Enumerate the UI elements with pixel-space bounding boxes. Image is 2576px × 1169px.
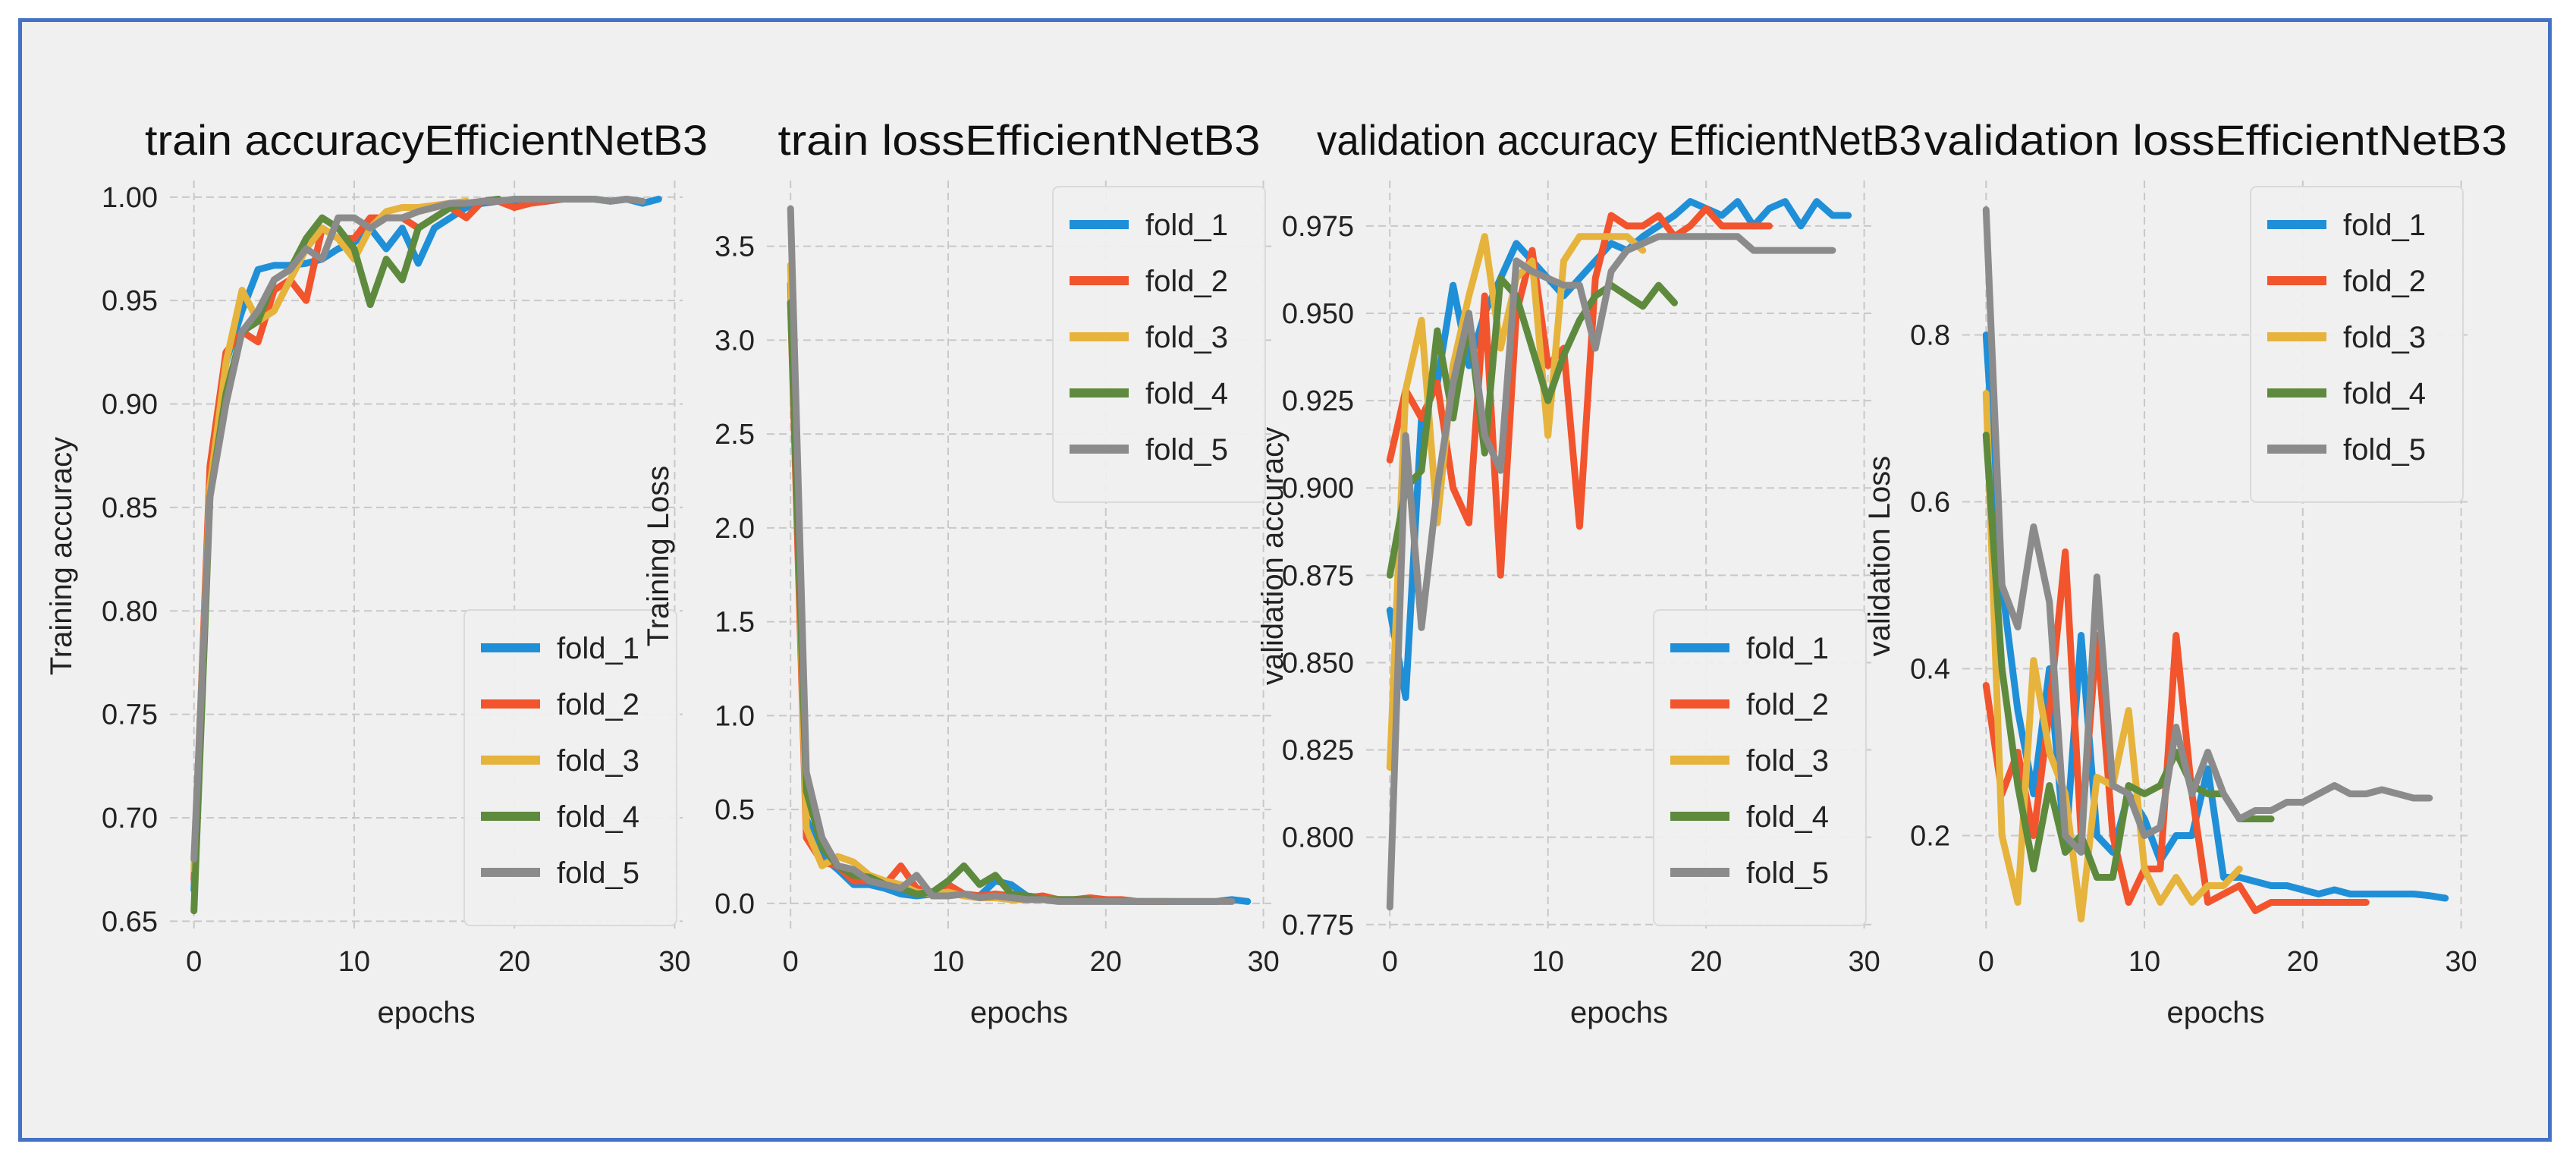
y-tick-label: 0.85: [102, 492, 158, 524]
x-tick-label: 10: [338, 946, 370, 978]
y-tick-label: 0.90: [102, 389, 158, 421]
y-axis-label: Training accuracy: [45, 437, 78, 675]
legend-entry: fold_1: [557, 632, 639, 665]
legend-entry: fold_4: [2343, 377, 2426, 410]
legend-entry: fold_3: [2343, 321, 2426, 354]
y-tick-label: 0.70: [102, 803, 158, 834]
legend: fold_1 fold_2 fold_3 fold_4 fold_5: [1653, 609, 1867, 926]
x-axis-label: epochs: [378, 996, 476, 1029]
y-tick-label: 0.2: [1910, 821, 1950, 853]
x-tick-label: 20: [2287, 946, 2319, 978]
y-tick-label: 0.900: [1282, 473, 1354, 504]
x-tick-label: 20: [1090, 946, 1122, 978]
y-tick-label: 0.950: [1282, 298, 1354, 330]
x-tick-label: 20: [1690, 946, 1722, 978]
legend-entry: fold_2: [1145, 265, 1228, 298]
x-tick-label: 30: [658, 946, 690, 978]
y-tick-label: 2.0: [715, 513, 755, 545]
y-tick-label: 0.5: [715, 794, 755, 826]
x-tick-label: 20: [498, 946, 530, 978]
y-axis-label: Training Loss: [642, 466, 675, 647]
x-tick-label: 0: [186, 946, 202, 978]
legend: fold_1 fold_2 fold_3 fold_4 fold_5: [1052, 186, 1266, 503]
series-line-fold-5: [190, 196, 646, 863]
series-line-fold-3: [787, 261, 1062, 903]
x-axis-label: epochs: [2167, 996, 2265, 1029]
legend-entry: fold_2: [557, 688, 639, 721]
legend-entry: fold_5: [1145, 433, 1228, 467]
chart-panel-1: 0 10 20 30 0.65 0.70 0.75 0.80 0.85 0.90 0.95 1.00 t…: [45, 116, 708, 1029]
legend-entry: fold_5: [557, 856, 639, 890]
series-line-fold-2: [1386, 205, 1773, 579]
y-tick-label: 0.925: [1282, 385, 1354, 417]
series-line-fold-2: [1982, 548, 2370, 914]
y-tick-label: 3.0: [715, 325, 755, 357]
legend-entry: fold_3: [1746, 744, 1829, 778]
chart-title: train accuracyEfficientNetB3: [145, 116, 708, 164]
legend-entry: fold_3: [1145, 321, 1228, 354]
legend-entry: fold_5: [1746, 856, 1829, 890]
chart-title: validation accuracy EfficientNetB3: [1317, 116, 1921, 164]
legend-entry: fold_1: [1145, 209, 1228, 242]
legend-entry: fold_5: [2343, 433, 2426, 467]
y-axis-label: validation accuracy: [1256, 427, 1290, 685]
legend-box: [1052, 186, 1266, 503]
legend-entry: fold_1: [1746, 632, 1829, 665]
legend-entry: fold_4: [557, 800, 639, 834]
x-tick-label: 0: [783, 946, 799, 978]
x-tick-label: 10: [1532, 946, 1564, 978]
x-tick-label: 30: [2445, 946, 2477, 978]
y-tick-label: 0.975: [1282, 211, 1354, 243]
y-tick-label: 0.850: [1282, 647, 1354, 679]
y-tick-label: 0.875: [1282, 560, 1354, 592]
legend-entry: fold_2: [1746, 688, 1829, 721]
y-tick-label: 0.95: [102, 285, 158, 317]
x-tick-label: 10: [2128, 946, 2160, 978]
legend-box: [463, 609, 677, 926]
chart-title: validation lossEfficientNetB3: [1924, 116, 2508, 164]
chart-panel-4: 0 10 20 30 0.2 0.4 0.6 0.8 validation lossEffici…: [1863, 116, 2507, 1029]
chart-panel-2: 0 10 20 30 0.0 0.5 1.0 1.5 2.0 2.5 3.0 3.5 train los…: [642, 116, 1280, 1029]
series-line-fold-5: [1386, 233, 1836, 911]
series-line-fold-5: [787, 205, 1236, 905]
legend-entry: fold_4: [1746, 800, 1829, 834]
legend-entry: fold_4: [1145, 377, 1228, 410]
y-tick-label: 1.5: [715, 607, 755, 639]
y-tick-label: 0.65: [102, 906, 158, 938]
legend-box: [1653, 609, 1867, 926]
y-tick-label: 3.5: [715, 231, 755, 263]
x-tick-label: 30: [1247, 946, 1279, 978]
x-tick-label: 0: [1978, 946, 1994, 978]
y-tick-label: 1.0: [715, 700, 755, 732]
x-tick-label: 30: [1848, 946, 1880, 978]
legend: fold_1 fold_2 fold_3 fold_4 fold_5: [2250, 186, 2464, 503]
legend-entry: fold_3: [557, 744, 639, 778]
x-axis-label: epochs: [1570, 996, 1668, 1029]
y-tick-label: 1.00: [102, 182, 158, 214]
chart-panel-3: 0 10 20 30 0.775 0.800 0.825 0.850 0.875 0.900 0.9…: [1256, 116, 1921, 1029]
x-axis-label: epochs: [970, 996, 1068, 1029]
legend: fold_1 fold_2 fold_3 fold_4 fold_5: [463, 609, 677, 926]
y-tick-label: 0.775: [1282, 910, 1354, 941]
y-tick-label: 0.80: [102, 595, 158, 627]
y-tick-label: 0.0: [715, 888, 755, 920]
legend-box: [2250, 186, 2464, 503]
y-tick-label: 0.8: [1910, 320, 1950, 352]
y-tick-label: 2.5: [715, 419, 755, 451]
series-line-fold-5: [1982, 206, 2433, 856]
series-line-fold-4: [1386, 275, 1678, 579]
y-tick-label: 0.800: [1282, 822, 1354, 854]
y-tick-label: 0.6: [1910, 487, 1950, 519]
x-tick-label: 0: [1382, 946, 1398, 978]
x-tick-label: 10: [932, 946, 964, 978]
legend-entry: fold_2: [2343, 265, 2426, 298]
y-tick-label: 0.4: [1910, 654, 1950, 686]
chart-title: train lossEfficientNetB3: [778, 116, 1261, 164]
y-tick-label: 0.825: [1282, 735, 1354, 767]
y-axis-label: validation Loss: [1863, 456, 1896, 657]
series-line-fold-3: [190, 197, 470, 873]
legend-entry: fold_1: [2343, 209, 2426, 242]
y-tick-label: 0.75: [102, 699, 158, 731]
